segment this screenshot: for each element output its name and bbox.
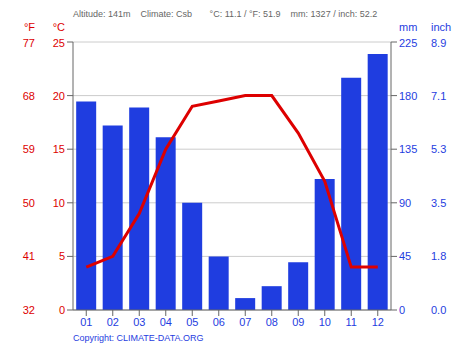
- svg-text:06: 06: [213, 316, 225, 328]
- svg-text:3.5: 3.5: [431, 197, 446, 209]
- svg-text:0.0: 0.0: [431, 304, 446, 316]
- html-text:°F: °F: [23, 21, 35, 33]
- html-text:Altitude: 141m Climate: Csb °C: Altitude: 141m Climate: Csb °C: 11.1 / °…: [73, 9, 378, 19]
- svg-text:12: 12: [372, 316, 384, 328]
- svg-text:59: 59: [23, 143, 35, 155]
- svg-text:0: 0: [59, 304, 65, 316]
- svg-text:68: 68: [23, 90, 35, 102]
- svg-text:77: 77: [23, 37, 35, 49]
- svg-text:90: 90: [399, 197, 411, 209]
- svg-text:7.1: 7.1: [431, 90, 446, 102]
- html-text:inch: inch: [431, 21, 452, 33]
- svg-text:07: 07: [239, 316, 251, 328]
- svg-text:5: 5: [59, 250, 65, 262]
- svg-text:02: 02: [107, 316, 119, 328]
- svg-text:0: 0: [399, 304, 405, 316]
- svg-text:41: 41: [23, 250, 35, 262]
- html-text:Copyright: CLIMATE-DATA.ORG: Copyright: CLIMATE-DATA.ORG: [73, 333, 204, 343]
- svg-text:10: 10: [53, 197, 65, 209]
- svg-text:08: 08: [266, 316, 278, 328]
- svg-text:15: 15: [53, 143, 65, 155]
- svg-text:04: 04: [160, 316, 172, 328]
- svg-text:03: 03: [133, 316, 145, 328]
- svg-text:8.9: 8.9: [431, 37, 446, 49]
- svg-text:09: 09: [292, 316, 304, 328]
- html-text:mm: mm: [399, 21, 418, 33]
- svg-text:135: 135: [399, 143, 417, 155]
- html-text:°C: °C: [52, 21, 65, 33]
- svg-text:01: 01: [80, 316, 92, 328]
- svg-text:5.3: 5.3: [431, 143, 446, 155]
- svg-text:50: 50: [23, 197, 35, 209]
- svg-text:11: 11: [346, 316, 357, 328]
- svg-text:180: 180: [399, 90, 417, 102]
- svg-text:45: 45: [399, 250, 411, 262]
- svg-text:225: 225: [399, 37, 417, 49]
- svg-text:1.8: 1.8: [431, 250, 446, 262]
- svg-text:10: 10: [319, 316, 331, 328]
- svg-text:20: 20: [53, 90, 65, 102]
- svg-text:25: 25: [53, 37, 65, 49]
- svg-text:05: 05: [186, 316, 198, 328]
- svg-text:32: 32: [23, 304, 35, 316]
